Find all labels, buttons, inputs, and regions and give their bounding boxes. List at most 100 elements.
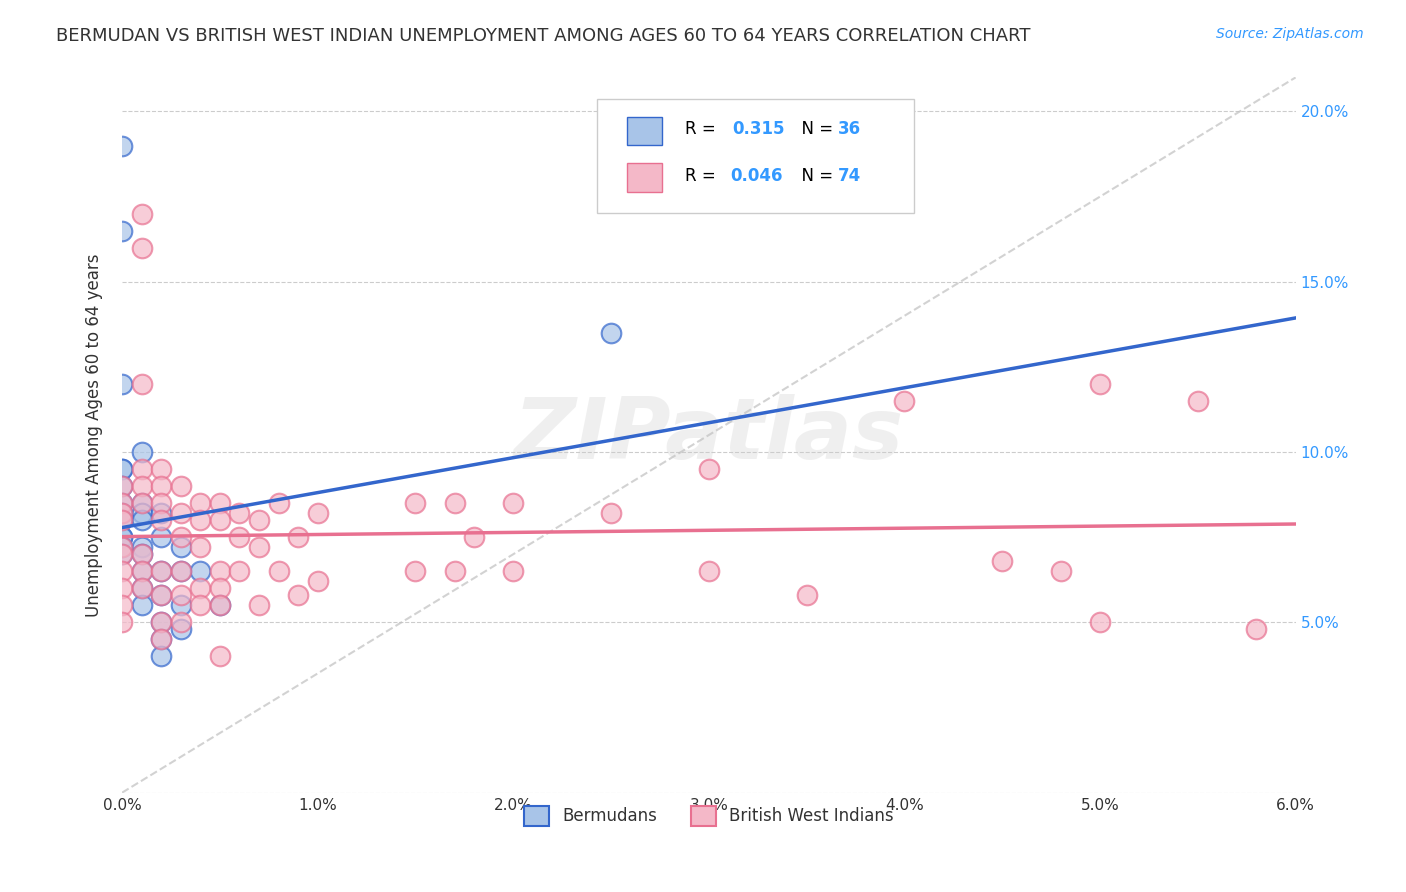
Point	[111, 376, 134, 391]
Point	[170, 615, 193, 630]
Point	[443, 496, 465, 510]
Point	[150, 513, 173, 527]
Point	[150, 564, 173, 578]
Point	[208, 599, 231, 613]
Point	[111, 541, 134, 555]
Point	[131, 207, 153, 221]
Point	[502, 564, 524, 578]
FancyBboxPatch shape	[627, 163, 662, 192]
Point	[188, 513, 211, 527]
Point	[991, 554, 1014, 568]
Point	[131, 496, 153, 510]
Text: ZIPatlas: ZIPatlas	[513, 393, 904, 476]
Point	[131, 547, 153, 561]
Point	[131, 564, 153, 578]
Text: 36: 36	[838, 120, 860, 138]
Point	[150, 588, 173, 602]
Point	[502, 496, 524, 510]
Point	[463, 530, 485, 544]
Point	[170, 599, 193, 613]
Point	[404, 564, 426, 578]
Point	[111, 479, 134, 493]
Legend: Bermudans, British West Indians: Bermudans, British West Indians	[516, 797, 901, 834]
Text: R =: R =	[685, 167, 721, 186]
Point	[111, 599, 134, 613]
Point	[150, 564, 173, 578]
Point	[208, 599, 231, 613]
Point	[287, 530, 309, 544]
Point	[111, 507, 134, 521]
Point	[697, 462, 720, 476]
Point	[796, 588, 818, 602]
Point	[170, 622, 193, 636]
Point	[600, 326, 623, 340]
Point	[1088, 376, 1111, 391]
FancyBboxPatch shape	[627, 117, 662, 145]
Point	[287, 588, 309, 602]
Point	[1050, 564, 1073, 578]
Point	[111, 564, 134, 578]
Point	[111, 530, 134, 544]
Point	[188, 541, 211, 555]
Point	[150, 479, 173, 493]
Text: 74: 74	[838, 167, 860, 186]
Point	[307, 574, 329, 589]
FancyBboxPatch shape	[598, 99, 914, 213]
Text: N =: N =	[792, 167, 838, 186]
Point	[150, 530, 173, 544]
Point	[170, 564, 193, 578]
Point	[150, 615, 173, 630]
Point	[247, 513, 270, 527]
Point	[111, 496, 134, 510]
Point	[131, 513, 153, 527]
Point	[131, 376, 153, 391]
Y-axis label: Unemployment Among Ages 60 to 64 years: Unemployment Among Ages 60 to 64 years	[86, 253, 103, 616]
Point	[111, 547, 134, 561]
Point	[247, 541, 270, 555]
Point	[443, 564, 465, 578]
Point	[170, 541, 193, 555]
Point	[131, 564, 153, 578]
Point	[208, 649, 231, 664]
Text: N =: N =	[792, 120, 838, 138]
Point	[208, 513, 231, 527]
Point	[1246, 622, 1268, 636]
Point	[131, 241, 153, 255]
Point	[208, 582, 231, 596]
Point	[150, 615, 173, 630]
Point	[170, 507, 193, 521]
Text: 0.046: 0.046	[730, 167, 783, 186]
Point	[111, 462, 134, 476]
Text: BERMUDAN VS BRITISH WEST INDIAN UNEMPLOYMENT AMONG AGES 60 TO 64 YEARS CORRELATI: BERMUDAN VS BRITISH WEST INDIAN UNEMPLOY…	[56, 27, 1031, 45]
Point	[111, 138, 134, 153]
Point	[228, 530, 250, 544]
Point	[150, 632, 173, 647]
Point	[267, 496, 290, 510]
Point	[111, 547, 134, 561]
Point	[111, 513, 134, 527]
Point	[131, 479, 153, 493]
Point	[170, 564, 193, 578]
Point	[893, 394, 915, 409]
Point	[150, 507, 173, 521]
Point	[188, 599, 211, 613]
Point	[111, 582, 134, 596]
Point	[697, 564, 720, 578]
Point	[208, 496, 231, 510]
Point	[111, 224, 134, 238]
Point	[150, 588, 173, 602]
Point	[131, 445, 153, 459]
Point	[131, 541, 153, 555]
Point	[111, 462, 134, 476]
Point	[111, 496, 134, 510]
Point	[170, 588, 193, 602]
Point	[131, 496, 153, 510]
Point	[188, 582, 211, 596]
Point	[247, 599, 270, 613]
Point	[188, 564, 211, 578]
Point	[1088, 615, 1111, 630]
Point	[111, 513, 134, 527]
Point	[404, 496, 426, 510]
Point	[131, 547, 153, 561]
Point	[267, 564, 290, 578]
